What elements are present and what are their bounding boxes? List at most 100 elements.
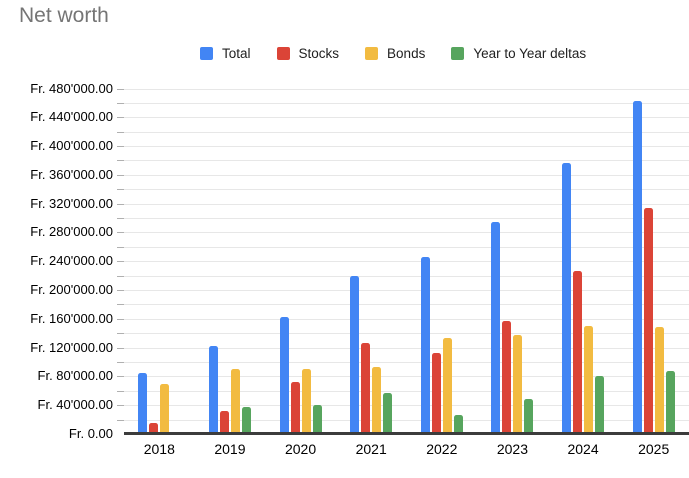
y-gridline	[124, 290, 689, 292]
y-gridline	[124, 304, 689, 306]
bar-bonds-2022[interactable]	[442, 337, 452, 434]
bar-stocks-2021[interactable]	[361, 343, 371, 434]
y-axis-tick	[117, 174, 124, 176]
legend-item-year-to-year-deltas[interactable]: Year to Year deltas	[451, 46, 586, 61]
y-gridline	[124, 232, 689, 234]
legend-item-bonds[interactable]: Bonds	[365, 46, 425, 61]
bar-stocks-2023[interactable]	[502, 320, 512, 434]
bar-year-to-year-deltas-2023[interactable]	[524, 398, 534, 434]
y-axis-label: Fr. 400'000.00	[30, 138, 113, 154]
bar-bonds-2025[interactable]	[654, 326, 664, 434]
bar-bonds-2019[interactable]	[230, 369, 240, 434]
y-gridline	[124, 102, 689, 104]
y-axis-label: Fr. 360'000.00	[30, 166, 113, 182]
bar-total-2019[interactable]	[208, 346, 218, 434]
x-axis-label-2023: 2023	[496, 441, 529, 457]
y-gridline	[124, 88, 689, 90]
x-axis-label-2024: 2024	[567, 441, 599, 457]
y-gridline	[124, 131, 689, 133]
y-axis-tick	[117, 246, 124, 248]
y-gridline	[124, 390, 689, 392]
bar-bonds-2023[interactable]	[513, 334, 523, 434]
y-axis-tick	[117, 88, 124, 90]
y-axis-tick	[117, 131, 124, 133]
y-gridline	[124, 419, 689, 421]
chart-title[interactable]: Net worth	[19, 4, 109, 27]
bar-total-2025[interactable]	[632, 100, 642, 434]
legend-swatch-bonds	[365, 47, 379, 60]
x-axis-label-2021: 2021	[355, 441, 387, 457]
x-axis-label-2019: 2019	[214, 441, 246, 457]
bar-total-2021[interactable]	[350, 276, 360, 434]
y-axis-tick	[117, 203, 124, 205]
chart-legend: Total Stocks Bonds Year to Year deltas	[200, 46, 586, 61]
y-gridline	[124, 333, 689, 335]
y-gridline	[124, 261, 689, 263]
y-axis-tick	[117, 304, 124, 306]
bar-year-to-year-deltas-2021[interactable]	[383, 392, 393, 434]
bar-year-to-year-deltas-2019[interactable]	[241, 407, 251, 434]
y-axis-label: Fr. 160'000.00	[30, 310, 113, 326]
legend-swatch-year-to-year-deltas	[451, 47, 465, 60]
bar-stocks-2025[interactable]	[643, 207, 653, 434]
x-axis-label-2022: 2022	[426, 441, 458, 457]
y-axis-tick	[117, 419, 124, 421]
bar-year-to-year-deltas-2022[interactable]	[453, 414, 463, 434]
y-gridline	[124, 146, 689, 148]
y-gridline	[124, 376, 689, 378]
y-gridline	[124, 218, 689, 220]
y-gridline	[124, 203, 689, 205]
bar-year-to-year-deltas-2020[interactable]	[312, 405, 322, 434]
y-gridline	[124, 160, 689, 162]
legend-item-stocks[interactable]: Stocks	[276, 46, 339, 61]
legend-label: Total	[222, 46, 251, 61]
y-gridline	[124, 246, 689, 248]
bar-bonds-2018[interactable]	[160, 383, 170, 434]
y-axis-label: Fr. 120'000.00	[30, 339, 113, 355]
y-axis-tick	[117, 376, 124, 378]
legend-label: Bonds	[387, 46, 426, 61]
bar-stocks-2018[interactable]	[149, 423, 159, 434]
y-axis-tick	[117, 189, 124, 191]
y-axis-label: Fr. 240'000.00	[30, 253, 113, 269]
bar-total-2024[interactable]	[562, 163, 572, 434]
y-gridline	[124, 189, 689, 191]
legend-swatch-total	[200, 47, 213, 60]
bar-bonds-2020[interactable]	[301, 369, 311, 434]
x-axis-label-2020: 2020	[284, 441, 317, 457]
bar-stocks-2024[interactable]	[573, 271, 583, 434]
y-axis-tick	[117, 333, 124, 335]
y-gridline	[124, 318, 689, 320]
y-axis-tick	[117, 146, 124, 148]
y-axis-tick	[117, 290, 124, 292]
y-axis-tick	[117, 275, 124, 277]
bar-bonds-2021[interactable]	[372, 367, 382, 434]
bar-total-2023[interactable]	[491, 221, 501, 434]
y-gridline	[124, 275, 689, 277]
bar-total-2020[interactable]	[279, 317, 289, 434]
y-axis-label: Fr. 480'000.00	[30, 80, 113, 96]
x-axis-line	[124, 431, 689, 435]
y-axis-tick	[117, 347, 124, 349]
bar-bonds-2024[interactable]	[584, 326, 594, 434]
x-axis-label-2018: 2018	[143, 441, 175, 457]
bar-stocks-2019[interactable]	[219, 410, 229, 434]
y-axis-tick	[117, 261, 124, 263]
y-axis-tick	[117, 318, 124, 320]
y-gridline	[124, 347, 689, 349]
y-gridline	[124, 405, 689, 407]
y-axis-tick	[117, 218, 124, 220]
y-axis-label: Fr. 320'000.00	[30, 195, 113, 211]
y-axis-label: Fr. 80'000.00	[37, 368, 113, 384]
bar-year-to-year-deltas-2024[interactable]	[595, 375, 605, 434]
bar-stocks-2020[interactable]	[290, 382, 300, 434]
bar-total-2018[interactable]	[138, 372, 148, 434]
y-axis-label: Fr. 440'000.00	[30, 109, 113, 125]
y-axis-label: Fr. 280'000.00	[30, 224, 113, 240]
bar-year-to-year-deltas-2025[interactable]	[665, 371, 675, 434]
bar-total-2022[interactable]	[420, 256, 430, 434]
bar-stocks-2022[interactable]	[431, 353, 441, 434]
legend-item-total[interactable]: Total	[200, 46, 251, 61]
